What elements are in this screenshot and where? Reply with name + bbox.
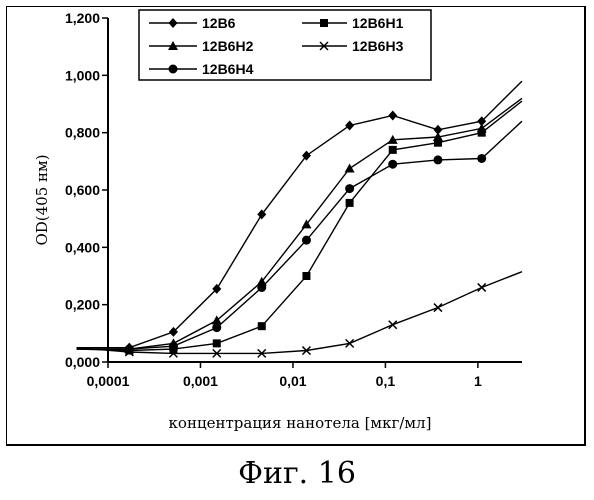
data-point-12B6H1-4 bbox=[258, 322, 266, 330]
square-marker-icon-shape bbox=[320, 19, 328, 27]
plot-series bbox=[77, 81, 522, 357]
y-tick-label: 0,000 bbox=[65, 354, 100, 370]
figure-caption: Фиг. 16 bbox=[0, 456, 594, 491]
data-point-12B6H1-7 bbox=[389, 146, 397, 154]
series-12B6 bbox=[77, 81, 522, 353]
x-tick-label: 0,1 bbox=[376, 373, 396, 389]
legend-label-12B6H2: 12B6H2 bbox=[202, 38, 254, 54]
y-tick-label: 0,400 bbox=[65, 239, 100, 255]
legend-label-12B6: 12B6 bbox=[202, 15, 236, 31]
y-tick-label: 0,800 bbox=[65, 125, 100, 141]
data-point-12B6-7 bbox=[388, 110, 397, 120]
y-tick-label: 0,200 bbox=[65, 297, 100, 313]
data-point-12B6H4-1 bbox=[125, 345, 134, 354]
data-point-12B6H1-6 bbox=[346, 199, 354, 207]
y-tick-label: 1,000 bbox=[65, 67, 100, 83]
series-12B6H4 bbox=[77, 121, 522, 353]
data-point-12B6H1-3 bbox=[213, 339, 221, 347]
data-point-12B6H4-5 bbox=[302, 236, 311, 245]
series-12B6H1 bbox=[77, 101, 522, 354]
series-line-12B6H4 bbox=[77, 121, 522, 349]
y-tick-label: 0,600 bbox=[65, 182, 100, 198]
data-point-12B6H4-2 bbox=[169, 342, 178, 351]
data-point-12B6H3-8 bbox=[434, 304, 442, 312]
x-tick-label: 1 bbox=[474, 373, 482, 389]
data-point-12B6-6 bbox=[345, 121, 354, 131]
x-axis-title: концентрация нанотела [мкг/мл] bbox=[169, 414, 432, 432]
x-tick-label: 0,001 bbox=[183, 373, 218, 389]
data-point-12B6H2-9 bbox=[477, 123, 487, 132]
series-line-12B6H1 bbox=[77, 101, 522, 350]
data-point-12B6H4-7 bbox=[388, 160, 397, 169]
legend-label-12B6H3: 12B6H3 bbox=[352, 38, 404, 54]
legend-label-12B6H1: 12B6H1 bbox=[352, 15, 404, 31]
circle-marker-icon bbox=[169, 65, 178, 74]
series-12B6H2 bbox=[77, 98, 522, 353]
legend: 12B6 12B6H1 12B6H2 12B6H3 12B6H4 bbox=[139, 10, 431, 80]
data-point-12B6H1-5 bbox=[302, 272, 310, 280]
od-concentration-chart: 0,000 0,200 0,400 0,600 0,800 1,000 1,200 0,000… bbox=[0, 0, 594, 450]
circle-marker-icon-shape bbox=[169, 65, 178, 74]
data-point-12B6H3-7 bbox=[389, 321, 397, 329]
series-line-12B6 bbox=[77, 81, 522, 348]
data-point-12B6H4-9 bbox=[477, 154, 486, 163]
data-point-12B6H3-9 bbox=[478, 283, 486, 291]
series-line-12B6H2 bbox=[77, 98, 522, 349]
x-tick-label: 0,01 bbox=[279, 373, 306, 389]
y-axis-title: OD(405 нм) bbox=[33, 154, 51, 245]
data-point-12B6H2-6 bbox=[345, 164, 355, 173]
data-point-12B6H4-8 bbox=[433, 155, 442, 164]
data-point-12B6H4-6 bbox=[345, 184, 354, 193]
data-point-12B6H4-3 bbox=[212, 323, 221, 332]
square-marker-icon bbox=[320, 19, 328, 27]
legend-label-12B6H4: 12B6H4 bbox=[202, 61, 254, 77]
y-tick-label: 1,200 bbox=[65, 10, 100, 26]
data-point-12B6H4-4 bbox=[257, 283, 266, 292]
x-tick-label: 0,0001 bbox=[87, 373, 130, 389]
